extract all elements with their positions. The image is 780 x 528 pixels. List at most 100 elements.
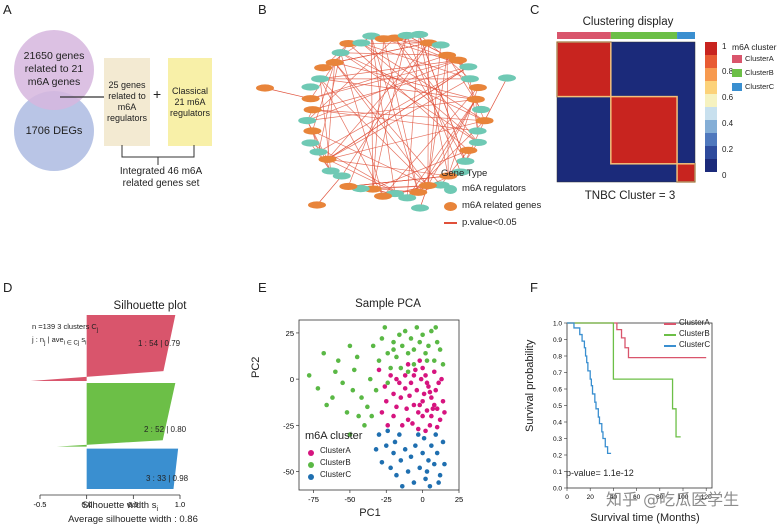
- pca-point: [442, 461, 447, 467]
- colorbar-segment: [705, 68, 717, 81]
- network-edge: [383, 38, 419, 193]
- network-node: [468, 138, 487, 147]
- network-node: [460, 75, 479, 83]
- pca-point: [411, 402, 417, 408]
- km-x-tick-label: 40: [610, 494, 618, 501]
- panel-d-xlabel-text: Silhouette width s: [81, 500, 157, 511]
- pca-point: [429, 328, 434, 334]
- panel-d-xlabel: Silhouette width si: [40, 500, 200, 513]
- panel-d-header2-text: j : n: [32, 335, 45, 344]
- panel-c-legend-swatch-b: [732, 69, 742, 77]
- colorbar-segment: [705, 107, 717, 120]
- panel-e-legend-title: m6A cluster: [305, 430, 363, 442]
- pca-point: [424, 358, 430, 363]
- network-edge: [341, 42, 429, 177]
- network-edge: [406, 35, 461, 173]
- panel-e-title: Sample PCA: [355, 298, 421, 310]
- colorbar-segment: [705, 81, 717, 94]
- pca-x-tick-label: -75: [308, 495, 319, 504]
- pca-point: [379, 459, 385, 465]
- network-node: [466, 95, 485, 103]
- network-node: [321, 167, 340, 175]
- km-y-tick-label: 0.6: [553, 387, 562, 394]
- pca-point: [440, 362, 446, 367]
- pca-point: [408, 454, 414, 460]
- panel-label-e: E: [258, 280, 267, 295]
- panel-a-venn-bottom-text: 1706 DEGs: [25, 125, 83, 137]
- network-node: [303, 127, 322, 135]
- pca-point: [426, 384, 431, 389]
- panel-e-legend-label-b: ClusterB: [320, 458, 351, 467]
- pca-x-tick-label: 0: [421, 495, 425, 504]
- panel-f-legend-label-a: ClusterA: [679, 318, 710, 327]
- pca-point: [405, 369, 411, 375]
- pca-point: [440, 439, 446, 445]
- km-curve: [567, 322, 612, 455]
- network-node: [468, 127, 487, 135]
- network-node: [325, 58, 344, 67]
- pca-point: [423, 428, 428, 434]
- network-node: [352, 39, 371, 47]
- network-edge: [334, 62, 476, 100]
- network-edge: [310, 142, 331, 172]
- pca-point: [415, 410, 421, 415]
- pca-point: [383, 443, 389, 448]
- pca-point: [420, 332, 425, 338]
- pca-point: [388, 373, 393, 378]
- panel-d-silhouette: -0.5 0.0 0.5 1.0: [30, 315, 185, 509]
- pca-point: [420, 399, 425, 404]
- pca-point: [417, 339, 423, 345]
- panel-e-legend-label-c: ClusterC: [320, 470, 352, 479]
- silhouette-x-tick-label: 0.0: [81, 500, 91, 509]
- network-node: [471, 105, 490, 114]
- pca-point: [407, 393, 412, 399]
- pca-point: [376, 367, 382, 373]
- network-edge: [312, 109, 478, 132]
- panel-c-legend-title: m6A cluster: [732, 42, 777, 52]
- network-edge: [372, 150, 469, 190]
- pca-y-tick-label: -25: [283, 421, 294, 430]
- panel-e-legend-swatch-b: [308, 462, 314, 468]
- panel-b-legend-regulator-label: m6A regulators: [462, 183, 526, 194]
- pca-point: [376, 358, 382, 363]
- pca-point: [397, 380, 402, 386]
- panel-d-header2-sub2: i ∈ Cj: [63, 340, 80, 347]
- network-edge: [419, 185, 429, 209]
- network-node: [339, 182, 358, 191]
- network-edge: [334, 62, 441, 186]
- km-y-tick-label: 0.3: [553, 436, 562, 443]
- pca-point: [391, 339, 396, 345]
- pca-point: [431, 358, 437, 363]
- pca-point: [405, 469, 411, 474]
- pca-point: [385, 428, 391, 434]
- pca-point: [340, 380, 345, 386]
- panel-d-header1-sub: j: [96, 327, 99, 334]
- panel-e-legend-swatch-c: [308, 474, 314, 480]
- network-node: [301, 95, 320, 103]
- network-edge: [320, 78, 476, 100]
- network-node: [418, 181, 437, 190]
- pca-point: [379, 336, 385, 341]
- network-edge: [312, 130, 429, 186]
- pca-point: [423, 350, 428, 356]
- panel-f-pvalue: p-value= 1.1e-12: [566, 468, 634, 478]
- km-curve: [567, 322, 681, 438]
- pca-point: [383, 399, 389, 404]
- panel-a-classical-text: Classical 21 m6A regulators: [169, 85, 211, 118]
- panel-f-ylabel: Survival probability: [524, 339, 536, 432]
- panel-a-integrated-text: Integrated 46 m6A related genes set: [119, 166, 203, 189]
- pca-point: [404, 406, 409, 411]
- pca-point: [330, 395, 335, 400]
- heatmap-block: [556, 41, 612, 98]
- pca-point: [402, 328, 408, 334]
- colorbar-segment: [705, 55, 717, 68]
- pca-point: [431, 369, 437, 375]
- network-node: [459, 146, 478, 154]
- pca-point: [434, 450, 440, 456]
- network-edge: [361, 42, 479, 143]
- network-edge: [372, 35, 408, 190]
- pca-point: [411, 347, 417, 352]
- panel-label-c: C: [530, 2, 540, 17]
- network-edge: [340, 52, 485, 122]
- pca-point: [437, 472, 443, 478]
